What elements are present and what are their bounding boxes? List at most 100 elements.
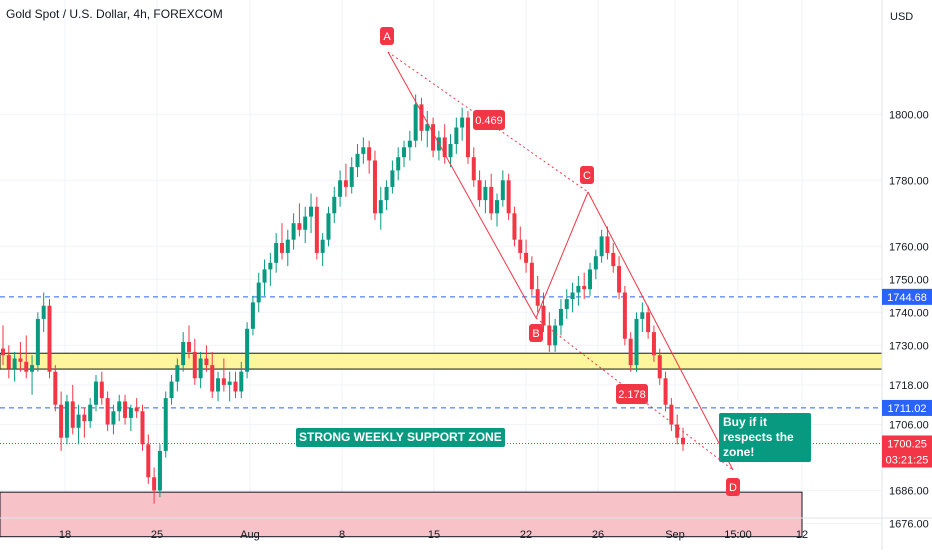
candle-body: [297, 223, 302, 230]
candle-body: [314, 206, 319, 253]
candle-body: [82, 414, 87, 422]
price-axis-tick-label: 1780.00: [889, 175, 929, 187]
candle-body: [216, 378, 221, 392]
candle-body: [93, 381, 98, 405]
candle-body: [163, 398, 168, 451]
price-axis-tick-label: 1800.00: [889, 109, 929, 121]
candle-body: [442, 137, 447, 158]
candle-body: [471, 157, 476, 181]
candle-body: [675, 424, 680, 438]
pattern-point-label-bg: [380, 27, 394, 45]
candle-body: [367, 147, 372, 161]
candle-body: [378, 200, 383, 214]
candle-body: [35, 318, 40, 366]
pattern-point-c-label: C: [583, 170, 591, 182]
candle-body: [70, 401, 75, 428]
pattern-leg: [535, 191, 589, 319]
candle-body: [529, 262, 534, 290]
candle-body: [361, 147, 366, 154]
time-axis-tick-label: 15: [428, 529, 440, 541]
candle-body: [396, 157, 401, 171]
candle-body: [134, 408, 139, 412]
candle-body: [558, 309, 563, 326]
candle-body: [634, 318, 639, 366]
candle-body: [221, 378, 226, 385]
chart-title: Gold Spot / U.S. Dollar, 4h, FOREXCOM: [6, 7, 223, 21]
candle-body: [419, 104, 424, 131]
candle-body: [460, 117, 465, 128]
candle-body: [407, 140, 412, 148]
candle-body: [477, 180, 482, 201]
candle-body: [175, 365, 180, 382]
candle-body: [582, 285, 587, 290]
candle-body: [309, 206, 314, 217]
candle-body: [157, 450, 162, 491]
candle-body: [384, 186, 389, 201]
time-axis-tick-label: 8: [339, 529, 345, 541]
candle-body: [663, 378, 668, 405]
candle-body: [18, 358, 23, 362]
pattern-ratio-label: 0.469: [475, 115, 503, 127]
price-level-tag: 1711.02: [888, 403, 927, 415]
candle-body: [628, 338, 633, 366]
candle-body: [343, 180, 348, 187]
candle-body: [181, 342, 186, 366]
candle-body: [349, 167, 354, 187]
candle-body: [669, 404, 674, 425]
time-axis-tick-label: Sep: [665, 529, 685, 541]
candle-body: [512, 213, 517, 240]
candle-body: [320, 239, 325, 253]
candle-body: [454, 127, 459, 144]
candle-body: [262, 269, 267, 283]
candle-body: [6, 355, 11, 369]
candle-body: [192, 351, 197, 379]
candle-body: [611, 252, 616, 267]
price-axis-currency: USD: [890, 11, 913, 23]
candle-body: [140, 411, 145, 445]
candle-body: [518, 239, 523, 253]
resistance-zone: [0, 352, 883, 370]
candle-body: [483, 186, 488, 201]
candle-body: [99, 381, 104, 399]
candle-body: [402, 147, 407, 158]
price-level-tag-bg: [882, 288, 932, 305]
candle-body: [500, 180, 505, 201]
candle-body: [128, 408, 133, 418]
candle-body: [332, 196, 337, 214]
time-axis-tick-label: 12: [796, 529, 808, 541]
pattern-point-label-bg: [580, 166, 594, 184]
candle-body: [303, 216, 308, 230]
support-zone-text: STRONG WEEKLY SUPPORT ZONE: [299, 430, 502, 444]
price-level-tag: 1744.68: [887, 292, 927, 304]
candle-body: [186, 342, 191, 352]
candle-body: [599, 236, 604, 257]
candle-body: [30, 365, 35, 372]
candle-body: [605, 236, 610, 253]
time-axis-tick-label: 26: [592, 529, 604, 541]
candle-body: [524, 252, 529, 263]
candle-body: [245, 328, 250, 372]
candle-body: [169, 381, 174, 399]
strong-weekly-support-zone: [0, 491, 803, 538]
candle-body: [117, 401, 122, 412]
candle-body: [593, 256, 598, 270]
candle-body: [338, 180, 343, 197]
candle-body: [535, 289, 540, 306]
price-axis-tick-label: 1730.00: [889, 340, 929, 352]
candle-body: [489, 186, 494, 214]
candle-body: [390, 170, 395, 187]
candle-body: [495, 200, 500, 214]
harmonic-pattern: A B C D 0.469 2.178: [380, 27, 740, 496]
candle-body: [239, 371, 244, 392]
candle-body: [617, 266, 622, 293]
candle-body: [355, 153, 360, 168]
buy-note-annotation: Buy if it respects the zone!: [719, 413, 811, 462]
candle-body: [123, 401, 128, 418]
candle-body: [506, 180, 511, 214]
grid: [0, 0, 882, 524]
candle-body: [53, 371, 58, 405]
candle-body: [570, 292, 575, 300]
